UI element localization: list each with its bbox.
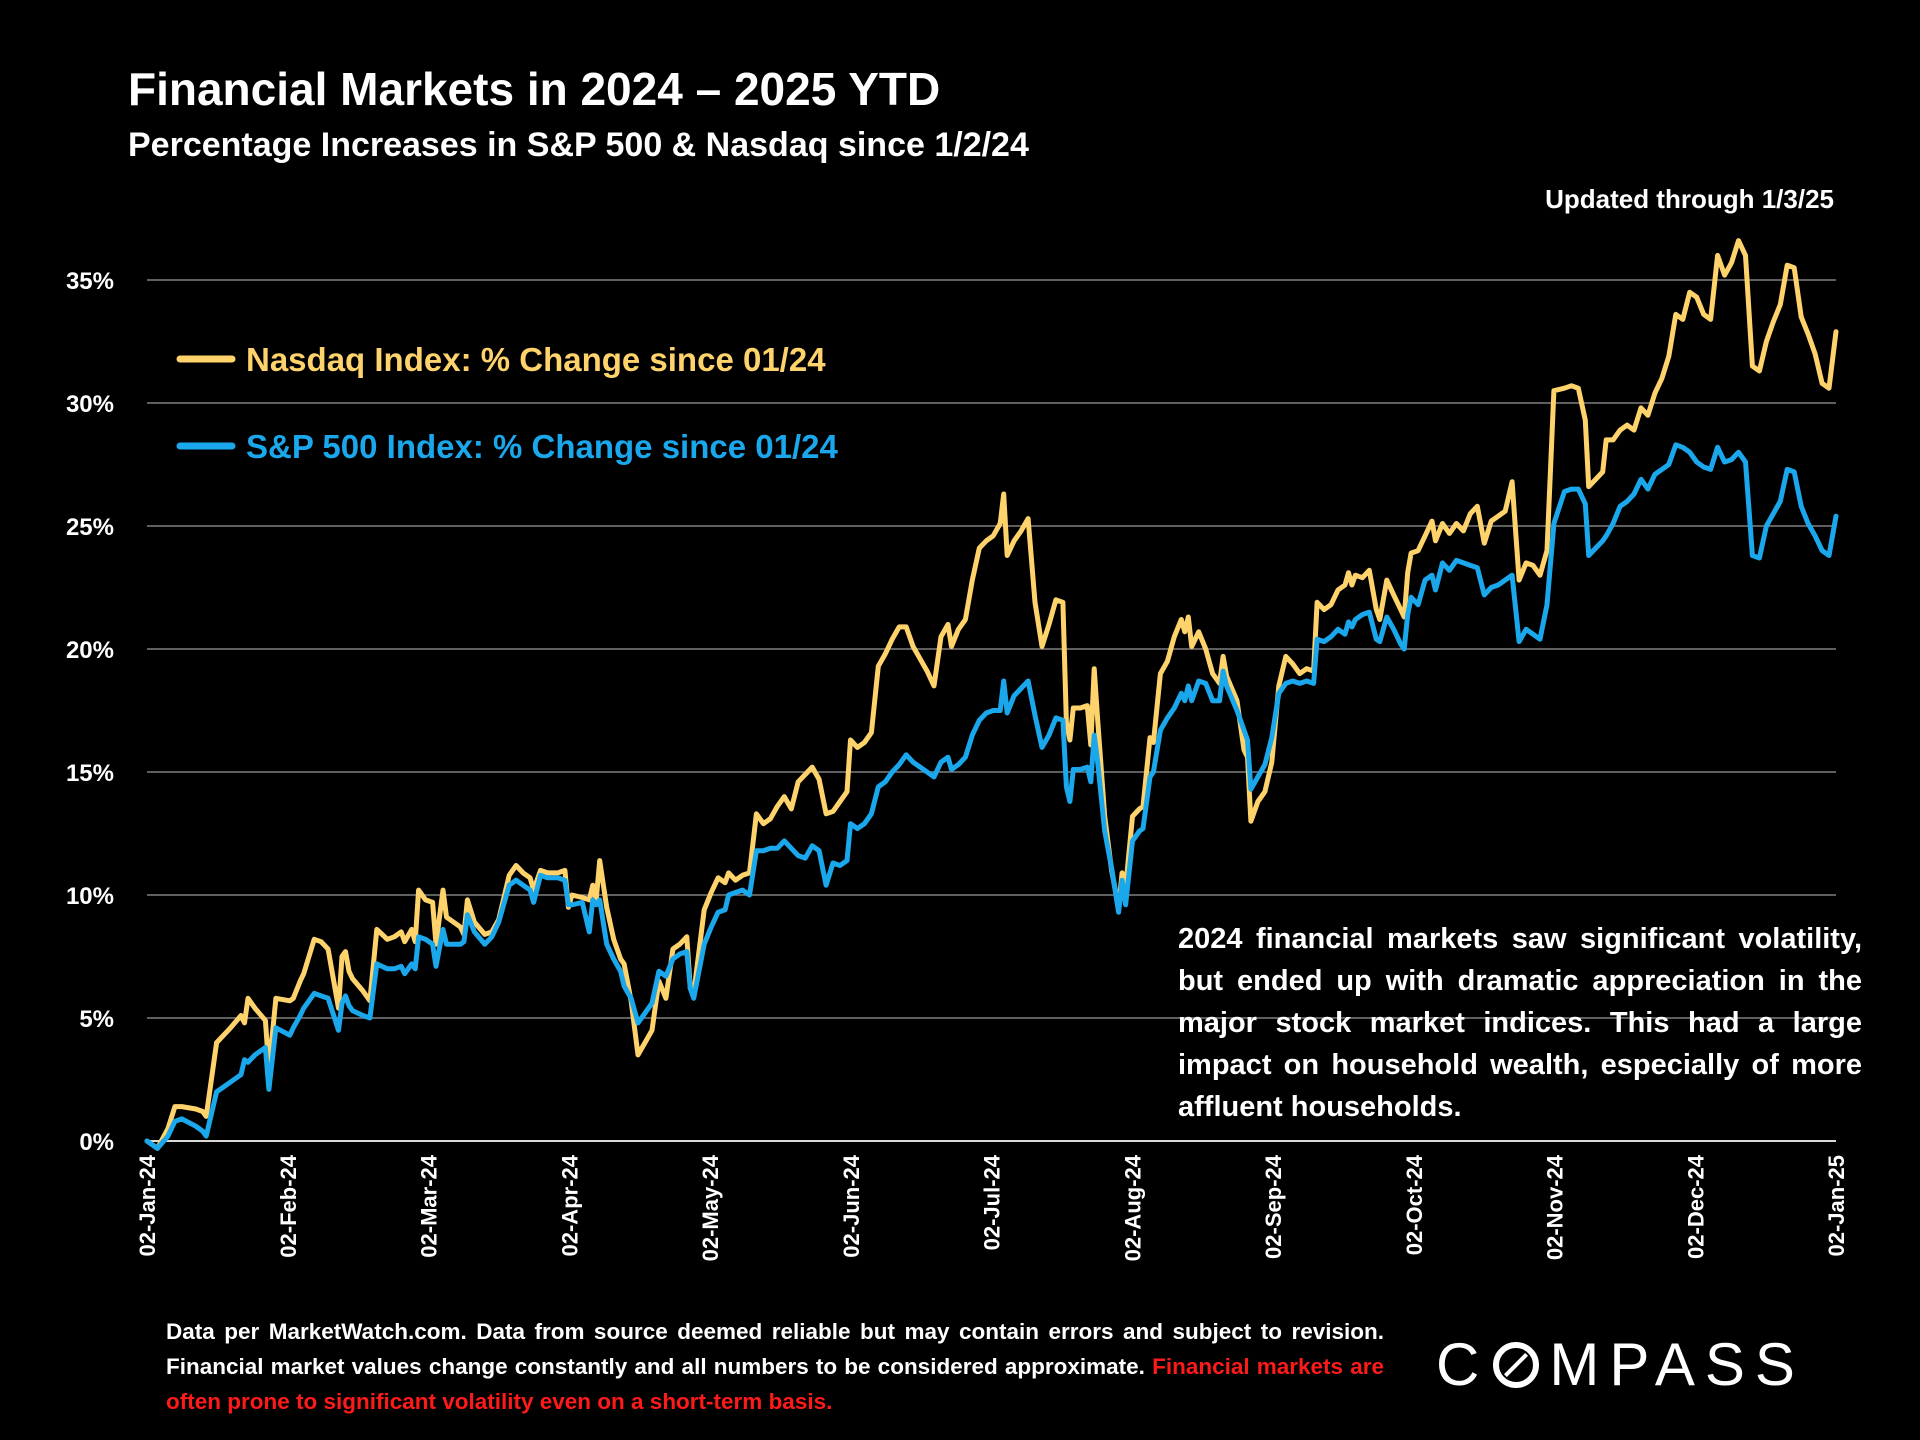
x-tick-label: 02-Jan-24 (135, 1154, 160, 1256)
y-tick-label: 10% (66, 883, 114, 910)
series-lines (144, 238, 1839, 1151)
footnote-warning: Financial markets are often prone to sig… (166, 1354, 1384, 1414)
legend-label-sp500: S&P 500 Index: % Change since 01/24 (246, 428, 838, 465)
x-tick-label: 02-Sep-24 (1261, 1154, 1286, 1259)
chart-subtitle: Percentage Increases in S&P 500 & Nasdaq… (128, 126, 1029, 164)
chart-title: Financial Markets in 2024 – 2025 YTD (128, 63, 941, 115)
y-tick-label: 15% (66, 760, 114, 787)
y-tick-label: 20% (66, 637, 114, 664)
legend: Nasdaq Index: % Change since 01/24 S&P 5… (176, 341, 838, 465)
source-footnote: Data per MarketWatch.com. Data from sour… (166, 1314, 1384, 1419)
gridlines (147, 279, 1836, 1142)
series-line-sp500 (144, 442, 1839, 1151)
x-tick-label: 02-Nov-24 (1543, 1154, 1568, 1260)
y-tick-label: 0% (79, 1129, 114, 1156)
y-tick-label: 25% (66, 514, 114, 541)
x-tick-label: 02-Oct-24 (1402, 1154, 1427, 1255)
x-tick-label: 02-Feb-24 (276, 1154, 301, 1257)
x-tick-label: 02-Dec-24 (1683, 1154, 1708, 1259)
commentary-text: 2024 financial markets saw significant v… (1178, 923, 1862, 1123)
x-tick-label: 02-Aug-24 (1120, 1154, 1145, 1261)
y-tick-label: 5% (79, 1006, 114, 1033)
updated-note: Updated through 1/3/25 (1545, 184, 1834, 214)
series-line-nasdaq (144, 238, 1839, 1151)
x-tick-label: 02-Jun-24 (839, 1154, 864, 1257)
x-tick-label: 02-Apr-24 (557, 1154, 582, 1256)
y-tick-label: 35% (66, 268, 114, 295)
legend-label-nasdaq: Nasdaq Index: % Change since 01/24 (246, 341, 826, 378)
y-tick-label: 30% (66, 391, 114, 418)
x-tick-label: 02-Jan-25 (1824, 1155, 1849, 1257)
footnote-main: Data per MarketWatch.com. Data from sour… (166, 1319, 1384, 1379)
logo-compass-o-mark (1493, 1341, 1540, 1388)
x-tick-label: 02-May-24 (698, 1154, 723, 1261)
x-axis-tick-labels: 02-Jan-24 02-Feb-24 02-Mar-24 02-Apr-24 02-M… (135, 1154, 1849, 1261)
y-axis-tick-labels: 0% 5% 10% 15% 20% 25% 30% 35% (66, 268, 114, 1156)
logo-text-start: C (1436, 1331, 1490, 1398)
compass-logo: C MPASS (1436, 1330, 1805, 1399)
logo-text-end: MPASS (1549, 1331, 1805, 1398)
x-tick-label: 02-Jul-24 (980, 1154, 1005, 1250)
x-tick-label: 02-Mar-24 (417, 1154, 442, 1257)
